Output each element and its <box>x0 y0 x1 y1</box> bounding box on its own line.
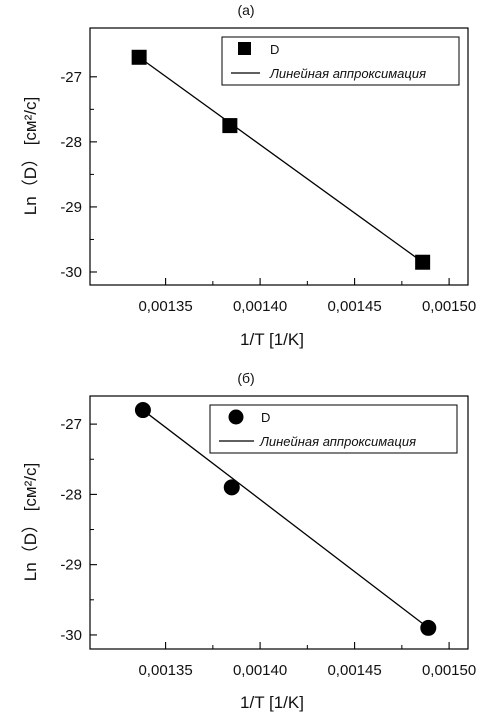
x-tick-label: 0,00150 <box>422 662 476 679</box>
y-tick-label: -27 <box>60 69 82 86</box>
x-tick-label: 0,00150 <box>422 298 476 315</box>
y-tick-label: -29 <box>60 199 82 216</box>
y-tick-label: -28 <box>60 486 82 503</box>
y-tick-label: -27 <box>60 416 82 433</box>
fit-line-a <box>138 56 424 263</box>
data-point-circle <box>223 479 240 496</box>
data-point-square <box>131 49 147 65</box>
legend-b: D Линейная аппроксимация <box>209 404 458 454</box>
legend-a: D Линейная аппроксимация <box>221 36 460 86</box>
legend-label-fit-a: Линейная аппроксимация <box>269 66 426 81</box>
x-tick-label: 0,00145 <box>327 298 381 315</box>
points-a <box>131 49 431 270</box>
y-tick-label: -28 <box>60 134 82 151</box>
panel-label-a: (а) <box>237 2 254 18</box>
panel-label-b: (б) <box>237 370 254 386</box>
legend-box-b <box>209 404 458 454</box>
legend-marker-square <box>238 42 251 55</box>
x-tick-label: 0,00135 <box>138 662 192 679</box>
plot-frame-b <box>89 395 469 650</box>
chart-b: (б) 0,00135 0,00140 0,00145 0,00150 -27 -28 -2… <box>21 370 476 712</box>
data-point-circle <box>134 402 151 419</box>
data-point-square <box>222 118 238 134</box>
x-tick-label: 0,00140 <box>233 298 287 315</box>
y-axis-title-a: Ln（D） [см²/с] <box>21 97 40 215</box>
legend-label-d-b: D <box>261 410 270 425</box>
x-axis-title-a: 1/T [1/K] <box>240 330 304 349</box>
fit-line-b <box>142 409 429 629</box>
x-axis-title-b: 1/T [1/K] <box>240 693 304 712</box>
y-axis-title-b: Ln（D） [см²/с] <box>21 463 40 581</box>
plot-frame-a <box>89 27 469 286</box>
ticks-b: 0,00135 0,00140 0,00145 0,00150 -27 -28 -29 -30 <box>60 416 476 679</box>
legend-label-d-a: D <box>270 42 279 57</box>
points-b <box>134 402 437 636</box>
y-tick-label: -29 <box>60 557 82 574</box>
chart-a: (а) 0,00135 0,00140 0,00145 0,00150 -27 -28 -2… <box>21 2 476 349</box>
data-point-circle <box>420 619 437 636</box>
legend-marker-circle <box>228 409 244 425</box>
data-point-square <box>415 254 431 270</box>
x-tick-label: 0,00140 <box>233 662 287 679</box>
x-tick-label: 0,00145 <box>327 662 381 679</box>
legend-label-fit-b: Линейная аппроксимация <box>259 434 416 449</box>
y-tick-label: -30 <box>60 627 82 644</box>
y-tick-label: -30 <box>60 264 82 281</box>
x-tick-label: 0,00135 <box>138 298 192 315</box>
legend-box-a <box>221 36 460 86</box>
ticks-a: 0,00135 0,00140 0,00145 0,00150 -27 -28 -29 -30 <box>60 69 476 315</box>
